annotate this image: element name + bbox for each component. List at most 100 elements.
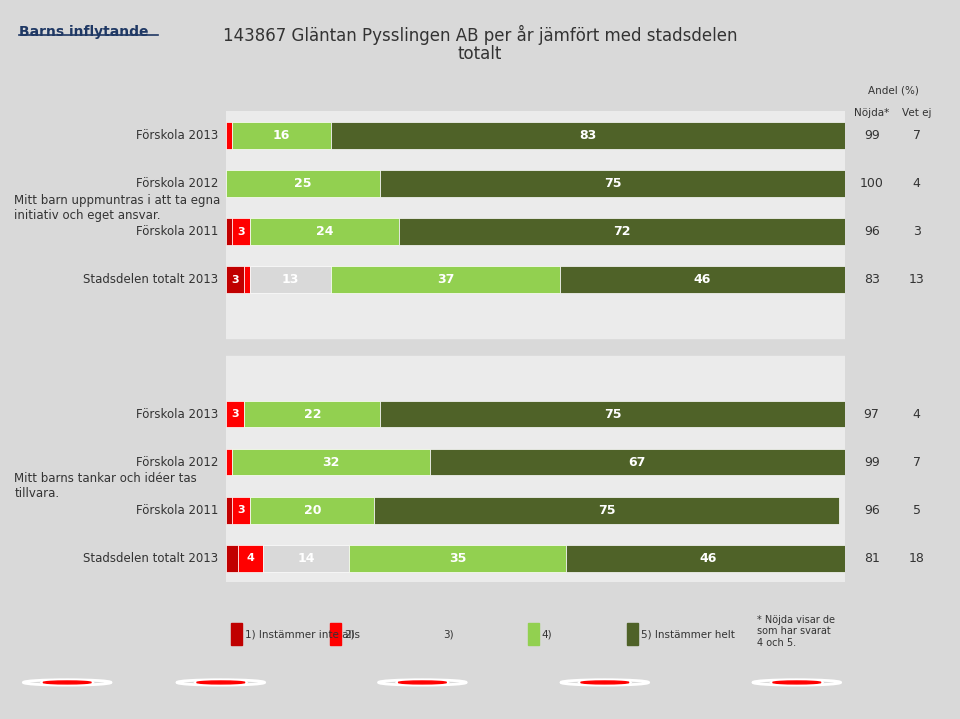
Text: 72: 72 [613,225,631,238]
Bar [380,401,845,427]
Text: 46: 46 [694,273,711,286]
Text: Förskola 2011: Förskola 2011 [135,504,218,517]
Text: 18: 18 [909,552,924,565]
Text: Förskola 2011: Förskola 2011 [135,225,218,238]
Text: 25: 25 [295,177,312,190]
Bar [244,267,251,293]
Text: Förskola 2012: Förskola 2012 [135,456,218,469]
Bar [263,545,349,572]
Bar [528,623,539,646]
Text: 143867 Gläntan Pysslingen AB per år jämfört med stadsdelen: 143867 Gläntan Pysslingen AB per år jämf… [223,25,737,45]
Text: totalt: totalt [458,45,502,63]
Text: Vet ej: Vet ej [902,108,931,118]
Text: 83: 83 [579,129,596,142]
Text: 3: 3 [237,226,245,237]
Text: Förskola 2013: Förskola 2013 [135,129,218,142]
Text: 99: 99 [864,456,879,469]
Bar [231,449,430,475]
Text: 37: 37 [437,273,454,286]
Text: 14: 14 [298,552,315,565]
Text: 24: 24 [316,225,333,238]
Text: 96: 96 [864,225,879,238]
Bar [231,122,331,149]
Text: 3): 3) [443,629,453,639]
Bar [251,267,331,293]
Text: 99: 99 [864,129,879,142]
Bar [380,170,845,197]
Bar [226,545,238,572]
Text: 75: 75 [604,408,621,421]
Bar [231,497,251,523]
Circle shape [398,681,446,684]
Bar [560,267,845,293]
Text: Andel (%): Andel (%) [869,86,919,96]
Text: Stadsdelen totalt 2013: Stadsdelen totalt 2013 [83,552,218,565]
Text: 67: 67 [629,456,646,469]
Bar [429,623,440,646]
Text: 20: 20 [303,504,321,517]
Bar [349,545,566,572]
Circle shape [773,681,821,684]
Text: 3: 3 [231,409,239,419]
Text: Nöjda*: Nöjda* [854,108,889,118]
Circle shape [581,681,629,684]
Text: 4): 4) [542,629,553,639]
Text: 1) Instämmer inte alls: 1) Instämmer inte alls [245,629,360,639]
Bar [226,219,231,244]
Text: Förskola 2012: Förskola 2012 [135,177,218,190]
Bar [226,449,231,475]
Text: Mitt barns tankar och idéer tas
tillvara.: Mitt barns tankar och idéer tas tillvara… [14,472,197,500]
Text: 81: 81 [864,552,879,565]
Text: 7: 7 [913,129,921,142]
Text: 2): 2) [344,629,354,639]
Text: 83: 83 [864,273,879,286]
Bar [226,401,244,427]
Text: 4: 4 [913,408,921,421]
Bar [226,122,231,149]
Bar [238,545,263,572]
Bar [329,623,341,646]
Bar [331,267,560,293]
Text: 4: 4 [247,554,254,564]
Bar [226,267,244,293]
Bar [244,401,380,427]
Bar [627,623,637,646]
Text: 75: 75 [598,504,615,517]
Text: 4: 4 [913,177,921,190]
Text: 22: 22 [303,408,321,421]
Text: 75: 75 [604,177,621,190]
Bar [226,170,380,197]
Text: 32: 32 [323,456,340,469]
Circle shape [43,681,91,684]
Text: 16: 16 [273,129,290,142]
Bar [230,623,242,646]
Text: 3: 3 [913,225,921,238]
Text: 13: 13 [282,273,300,286]
Text: 13: 13 [909,273,924,286]
Text: 5: 5 [913,504,921,517]
Text: 96: 96 [864,504,879,517]
Bar [251,219,399,244]
Bar [566,545,851,572]
Bar [331,122,845,149]
Bar [399,219,845,244]
Bar [374,497,839,523]
Text: * Nöjda visar de
som har svarat
4 och 5.: * Nöjda visar de som har svarat 4 och 5. [757,615,835,648]
Circle shape [197,681,245,684]
Text: Barns inflytande: Barns inflytande [19,25,149,39]
Text: 35: 35 [449,552,467,565]
Text: 7: 7 [913,456,921,469]
Text: 100: 100 [860,177,883,190]
Text: Mitt barn uppmuntras i att ta egna
initiativ och eget ansvar.: Mitt barn uppmuntras i att ta egna initi… [14,193,221,221]
Text: 5) Instämmer helt: 5) Instämmer helt [641,629,734,639]
Bar [430,449,845,475]
Text: Förskola 2013: Förskola 2013 [135,408,218,421]
Text: 46: 46 [700,552,717,565]
Text: 3: 3 [237,505,245,516]
Bar [226,497,231,523]
Text: 3: 3 [231,275,239,285]
Text: 97: 97 [864,408,879,421]
Text: Stadsdelen totalt 2013: Stadsdelen totalt 2013 [83,273,218,286]
Bar [231,219,251,244]
Bar [251,497,374,523]
